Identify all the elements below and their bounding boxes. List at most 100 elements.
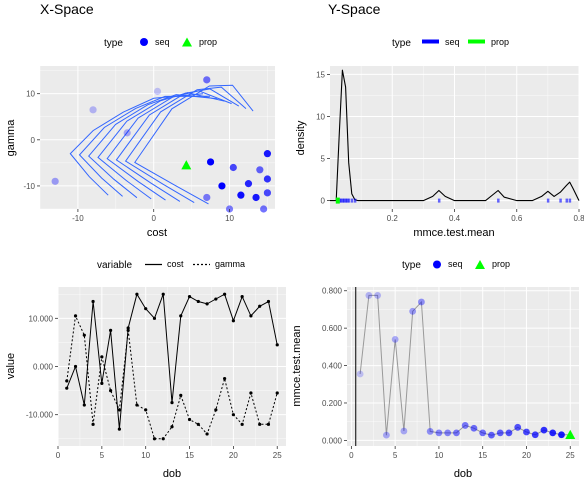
y-tick-label: -10.000	[26, 411, 54, 420]
seq-point	[237, 191, 245, 199]
cost-point	[170, 401, 174, 405]
y-space-chart: Y-Space type seq prop 0.2 0.4 0.6 0.8 0 5 10 15…	[295, 1, 584, 239]
seq-point	[89, 106, 97, 114]
gamma-point	[161, 437, 165, 441]
contour-line	[134, 84, 254, 205]
seq-point	[382, 431, 390, 439]
gamma-point	[100, 355, 104, 359]
cost-point	[249, 314, 253, 318]
seq-point	[203, 76, 211, 84]
x-tick-label: 0.4	[449, 214, 461, 223]
seq-point	[426, 428, 434, 435]
seq-point	[153, 87, 162, 95]
trace-legend-title: variable	[97, 260, 132, 271]
rug-seq	[568, 198, 572, 203]
y-space-legend-seq-key	[422, 39, 439, 44]
seq-point	[374, 292, 382, 299]
gamma-point	[275, 391, 279, 395]
seq-point	[203, 193, 211, 202]
mmce-tick-labels: 0 5 10 15 20 25 0.000 0.200 0.400 0.600 0.800	[322, 287, 575, 460]
seq-point	[263, 150, 272, 158]
y-space-legend-seq-label: seq	[445, 37, 460, 47]
seq-point	[540, 426, 548, 434]
x-tick-label: 0	[349, 451, 354, 460]
y-space-xlabel: mmce.test.mean	[413, 227, 494, 239]
y-tick-label: 0.400	[322, 362, 343, 371]
y-tick-label: 5	[321, 155, 326, 164]
x-space-tick-labels: -10 0 10 -10 0 10	[23, 90, 234, 223]
gamma-point	[196, 422, 200, 426]
trace-legend-gamma-label: gamma	[215, 259, 245, 269]
seq-point	[229, 163, 237, 172]
y-tick-label: 0	[321, 197, 326, 206]
cost-point	[240, 295, 244, 299]
x-tick-label: 5	[100, 451, 105, 460]
gamma-point	[144, 408, 148, 412]
mmce-legend-prop-label: prop	[492, 259, 510, 269]
seq-point	[435, 429, 443, 437]
x-tick-label: 5	[393, 451, 398, 460]
rug-seq	[346, 198, 349, 203]
cost-point	[275, 343, 279, 347]
cost-point	[126, 326, 130, 330]
seq-point	[123, 129, 131, 137]
seq-point	[444, 429, 452, 437]
seq-point	[479, 429, 487, 437]
x-space-contour-lines	[69, 84, 254, 205]
rug-seq	[559, 198, 562, 203]
cost-point	[266, 299, 271, 304]
prop-point	[181, 160, 192, 170]
rug-seq	[546, 198, 550, 203]
cost-point	[214, 297, 218, 301]
x-tick-label: 15	[478, 451, 487, 460]
x-tick-label: 10	[225, 214, 234, 223]
cost-point	[187, 295, 192, 299]
seq-point	[400, 427, 408, 435]
cost-point	[144, 307, 148, 311]
seq-point	[263, 189, 272, 197]
gamma-point	[152, 437, 157, 441]
cost-point	[152, 316, 157, 320]
x-space-legend-title: type	[104, 38, 123, 49]
seq-point	[505, 429, 513, 437]
trace-gridlines	[57, 287, 286, 446]
seq-point	[252, 193, 260, 202]
y-space-density-curve	[330, 69, 580, 202]
gamma-point	[117, 408, 121, 412]
y-space-legend: type seq prop	[392, 37, 509, 49]
y-space-legend-prop-key	[468, 39, 485, 44]
gamma-point	[179, 393, 183, 398]
contour-line	[115, 88, 240, 202]
x-tick-label: 0.6	[511, 214, 523, 223]
mmce-chart: type seq prop 0 5 10 15 20 250.0000.2000.4000…	[291, 259, 579, 480]
x-space-legend-prop-marker	[182, 37, 192, 47]
x-tick-label: -10	[72, 214, 84, 223]
seq-point	[558, 431, 565, 439]
rug-seq	[343, 198, 346, 203]
x-tick-label: 20	[522, 451, 531, 460]
seq-point	[356, 370, 364, 378]
y-tick-label: 15	[316, 70, 325, 79]
x-space-title: X-Space	[40, 1, 94, 17]
y-tick-label: 0	[31, 136, 36, 145]
y-space-title: Y-Space	[328, 1, 381, 17]
mmce-legend-title: type	[402, 260, 421, 271]
gamma-point	[266, 422, 271, 426]
seq-point	[488, 431, 495, 439]
trace-xlabel: dob	[163, 468, 181, 480]
rug-seq	[565, 198, 569, 203]
gamma-point	[187, 417, 192, 422]
rug-prop	[335, 197, 340, 204]
mmce-marks	[355, 287, 576, 446]
seq-point	[470, 424, 478, 432]
seq-point	[496, 429, 504, 437]
seq-point	[523, 428, 530, 436]
seq-point	[409, 307, 417, 315]
gamma-point	[73, 314, 78, 318]
cost-point	[65, 386, 69, 390]
seq-point	[260, 205, 268, 213]
seq-point	[549, 429, 557, 437]
y-tick-label: 0.000	[33, 363, 54, 372]
